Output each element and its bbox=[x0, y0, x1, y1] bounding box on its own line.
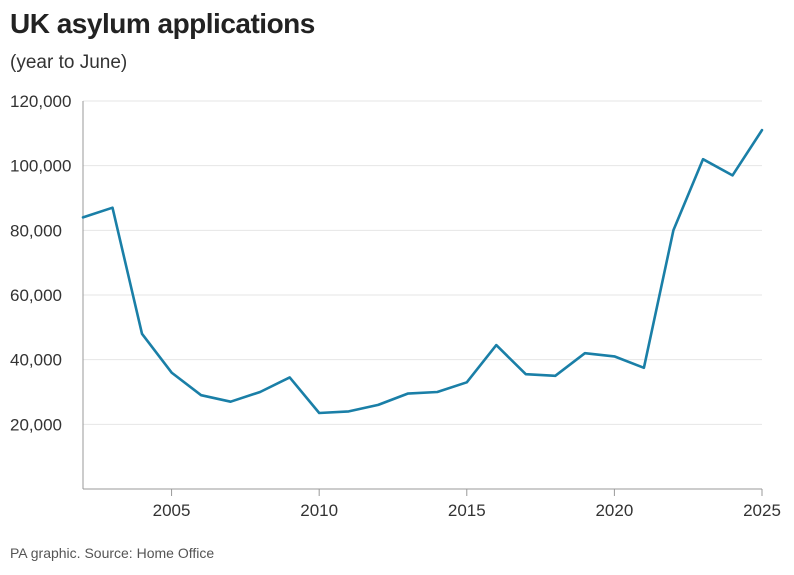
y-tick-label: 120,000 bbox=[10, 92, 71, 111]
grid-lines bbox=[83, 100, 762, 425]
x-tick-label: 2005 bbox=[153, 501, 191, 520]
x-tick-label: 2010 bbox=[300, 501, 338, 520]
x-tick-label: 2015 bbox=[448, 501, 486, 520]
x-ticks: 2005 2010 2015 2020 2025 bbox=[153, 489, 781, 520]
y-tick-label: 40,000 bbox=[10, 351, 62, 370]
chart-subtitle: (year to June) bbox=[10, 52, 128, 73]
series-line bbox=[81, 128, 764, 415]
x-tick-label: 2020 bbox=[595, 501, 633, 520]
x-tick-label: 2025 bbox=[743, 501, 781, 520]
y-tick-label: 60,000 bbox=[10, 286, 62, 305]
y-tick-label: 100,000 bbox=[10, 157, 71, 176]
y-tick-labels: 20,000 40,000 60,000 80,000 100,000 120,000 bbox=[10, 92, 71, 434]
source-note: PA graphic. Source: Home Office bbox=[10, 545, 215, 561]
y-tick-label: 20,000 bbox=[10, 415, 62, 434]
chart-title: UK asylum applications bbox=[10, 8, 315, 39]
y-tick-label: 80,000 bbox=[10, 221, 62, 240]
data-series bbox=[81, 128, 764, 415]
